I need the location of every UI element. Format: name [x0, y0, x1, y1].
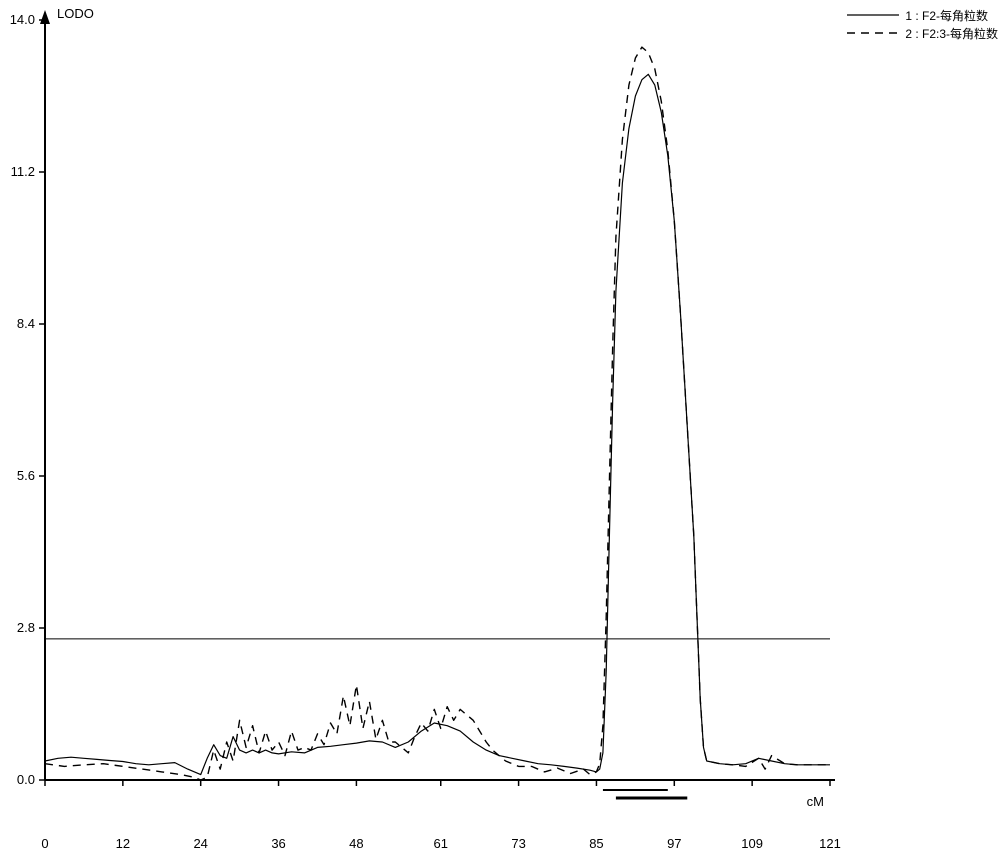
lod-chart-svg: 0.0 2.8 5.6 8.4 11.2 14.0 LODO 0 12 24 36 48 61 73 85 9…	[0, 0, 1000, 861]
svg-text:109: 109	[741, 836, 763, 851]
svg-text:5.6: 5.6	[17, 468, 35, 483]
lod-chart-root: 0.0 2.8 5.6 8.4 11.2 14.0 LODO 0 12 24 36 48 61 73 85 9…	[0, 0, 1000, 861]
legend-swatch-solid	[847, 8, 899, 22]
svg-text:8.4: 8.4	[17, 316, 35, 331]
legend: 1 : F2-每角粒数 2 : F2:3-每角粒数	[847, 6, 998, 42]
svg-text:2.8: 2.8	[17, 620, 35, 635]
svg-text:0.0: 0.0	[17, 772, 35, 787]
chart-canvas-wrap: 0.0 2.8 5.6 8.4 11.2 14.0 LODO 0 12 24 36 48 61 73 85 9…	[0, 0, 1000, 861]
legend-swatch-dashed	[847, 26, 899, 40]
svg-text:61: 61	[434, 836, 448, 851]
svg-text:121: 121	[819, 836, 841, 851]
svg-text:97: 97	[667, 836, 681, 851]
legend-item-2: 2 : F2:3-每角粒数	[847, 24, 998, 42]
series-1	[45, 74, 830, 774]
svg-text:48: 48	[349, 836, 363, 851]
svg-text:14.0: 14.0	[10, 12, 35, 27]
svg-text:24: 24	[193, 836, 207, 851]
svg-text:LODO: LODO	[57, 6, 94, 21]
svg-text:73: 73	[511, 836, 525, 851]
legend-item-1: 1 : F2-每角粒数	[847, 6, 998, 24]
svg-text:36: 36	[271, 836, 285, 851]
svg-text:11.2: 11.2	[11, 164, 35, 179]
svg-text:cM: cM	[807, 794, 824, 809]
series-2	[45, 47, 830, 780]
svg-text:12: 12	[116, 836, 130, 851]
legend-label-2: 2 : F2:3-每角粒数	[905, 25, 998, 42]
svg-text:0: 0	[41, 836, 48, 851]
legend-label-1: 1 : F2-每角粒数	[905, 7, 988, 24]
svg-text:85: 85	[589, 836, 603, 851]
